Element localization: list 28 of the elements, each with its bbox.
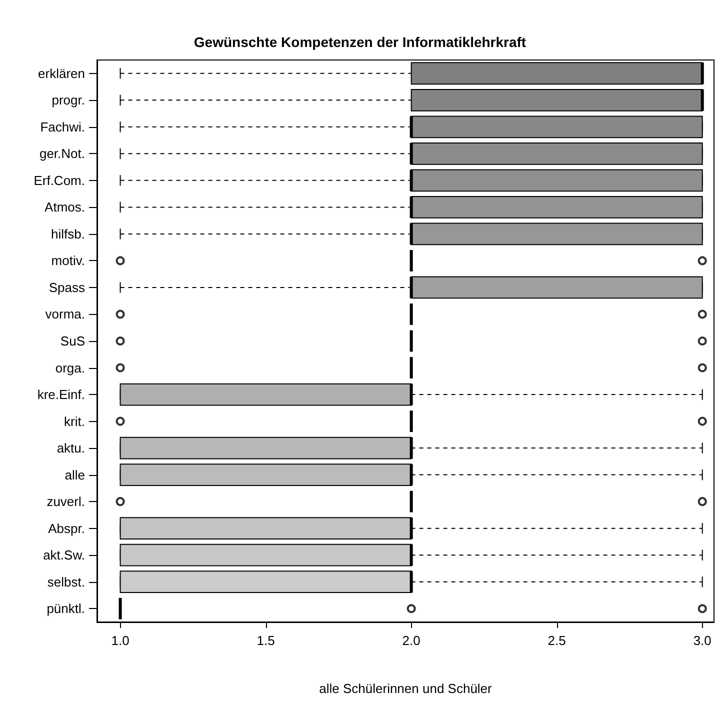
y-tick-label: hilfsb. [51,226,85,242]
x-tick-label: 1.0 [111,633,130,648]
y-tick-label: progr. [52,92,85,108]
x-tick-label: 1.5 [256,633,275,648]
y-tick-label: Fachwi. [40,119,85,134]
y-tick-label: krit. [64,414,85,429]
y-tick-label: ger.Not. [39,146,85,162]
y-tick-label: pünktl. [46,601,85,616]
y-tick-label: Erf.Com. [34,172,85,188]
y-tick-label: orga. [55,360,85,376]
y-tick-label: zuverl. [46,494,85,510]
y-tick-label: kre.Einf. [37,387,85,402]
y-tick-label: SuS [60,334,86,348]
x-tick-label: 2.5 [548,633,566,648]
y-tick-label: selbst. [47,574,85,590]
y-tick-label: Atmos. [44,200,85,215]
y-tick-label: motiv. [51,253,85,268]
y-tick-label: erklären [38,66,85,81]
y-tick-label: vorma. [45,306,85,322]
chart-title: Gewünschte Kompetenzen der Informatiklehrkraft [194,34,526,50]
y-tick-label: Abspr. [48,520,85,536]
y-tick-label: akt.Sw. [43,548,85,563]
x-tick-label: 2.0 [402,633,420,648]
y-tick-label: alle [64,467,85,482]
x-axis-title: alle Schülerinnen und Schüler [319,681,493,696]
x-tick-label: 3.0 [693,633,712,648]
y-tick-label: Spass [48,280,86,295]
y-tick-label: aktu. [56,440,85,456]
